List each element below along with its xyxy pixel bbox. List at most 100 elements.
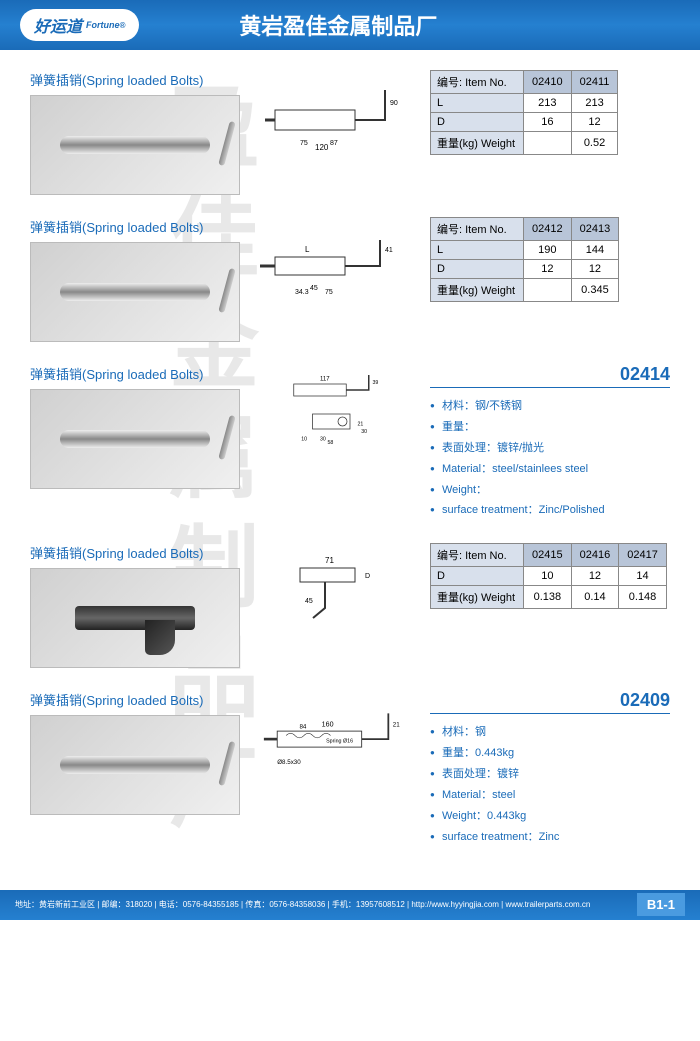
table-header: 编号: Item No.	[431, 71, 524, 94]
table-header: 02416	[571, 544, 619, 567]
logo-text: 好运道	[34, 13, 82, 37]
svg-text:87: 87	[330, 140, 338, 147]
table-cell: 16	[524, 113, 572, 132]
svg-text:41: 41	[385, 247, 393, 254]
product-section: 弹簧插销(Spring loaded Bolts) 11739103058213…	[30, 364, 670, 521]
table-header: 02411	[571, 71, 618, 94]
table-cell: 0.345	[571, 279, 619, 302]
technical-diagram: 71 D 45	[250, 543, 420, 643]
svg-text:90: 90	[390, 100, 398, 107]
product-photo	[30, 389, 240, 489]
table-cell	[524, 279, 572, 302]
svg-text:45: 45	[305, 598, 313, 605]
content: 弹簧插销(Spring loaded Bolts) 120 75 87 90 编号: …	[0, 50, 700, 890]
table-cell: 213	[524, 94, 572, 113]
footer-address: 地址：黄岩新前工业区 | 邮编：318020 | 电话：0576-8435518…	[15, 899, 590, 910]
table-cell: 190	[524, 241, 572, 260]
table-header: 02417	[619, 544, 667, 567]
spec-table: 编号: Item No.0241202413 L190144 D1212 重量(…	[430, 217, 619, 302]
table-cell: 144	[571, 241, 619, 260]
table-cell: 12	[571, 567, 619, 586]
spec-list: 材料：钢 重量：0.443kg 表面处理：镀锌 Material：steel W…	[430, 722, 670, 847]
spec-item: 材料：钢	[430, 722, 670, 743]
spec-table: 编号: Item No.024150241602417 D101214 重量(k…	[430, 543, 667, 609]
svg-text:21: 21	[358, 421, 364, 427]
spec-item: 表面处理：镀锌/抛光	[430, 438, 670, 459]
svg-text:75: 75	[300, 140, 308, 147]
spec-item: 重量：0.443kg	[430, 743, 670, 764]
spec-item: surface treatment：Zinc/Polished	[430, 500, 670, 521]
svg-text:D: D	[365, 573, 370, 580]
svg-text:71: 71	[325, 556, 334, 565]
logo: 好运道Fortune®	[20, 9, 139, 41]
svg-text:Spring Ø16: Spring Ø16	[326, 739, 353, 745]
svg-text:58: 58	[328, 440, 334, 446]
table-cell: 重量(kg) Weight	[431, 279, 524, 302]
technical-diagram: 117391030582130	[250, 364, 420, 464]
svg-text:21: 21	[393, 722, 400, 729]
table-cell: D	[431, 567, 524, 586]
spec-item: surface treatment：Zinc	[430, 827, 670, 848]
header: 好运道Fortune® 黄岩盈佳金属制品厂	[0, 0, 700, 50]
svg-text:45: 45	[310, 285, 318, 292]
table-header: 编号: Item No.	[431, 544, 524, 567]
svg-text:160: 160	[322, 721, 334, 729]
svg-text:39: 39	[373, 380, 379, 386]
table-cell: L	[431, 241, 524, 260]
spec-item: Material：steel/stainlees steel	[430, 459, 670, 480]
table-header: 02412	[524, 218, 572, 241]
table-header: 02415	[524, 544, 572, 567]
table-header: 02410	[524, 71, 572, 94]
footer: 地址：黄岩新前工业区 | 邮编：318020 | 电话：0576-8435518…	[0, 890, 700, 920]
table-cell: 213	[571, 94, 618, 113]
svg-text:30: 30	[361, 429, 367, 435]
section-title: 弹簧插销(Spring loaded Bolts)	[30, 543, 240, 562]
svg-text:120: 120	[315, 143, 329, 152]
table-cell: 0.148	[619, 586, 667, 609]
product-section: 弹簧插销(Spring loaded Bolts) 120758790 编号: …	[30, 70, 670, 195]
section-title: 弹簧插销(Spring loaded Bolts)	[30, 690, 240, 709]
table-header: 02413	[571, 218, 619, 241]
technical-diagram: 120 75 87 90	[250, 70, 420, 170]
product-photo	[30, 568, 240, 668]
spec-table: 编号: Item No.0241002411 L213213 D1612 重量(…	[430, 70, 618, 155]
svg-text:75: 75	[325, 289, 333, 296]
item-number: 02414	[430, 364, 670, 388]
table-cell: 0.52	[571, 132, 618, 155]
spec-item: 材料：钢/不锈钢	[430, 396, 670, 417]
svg-text:10: 10	[301, 436, 307, 442]
technical-diagram: L 34.345 75 41	[250, 217, 420, 317]
product-photo	[30, 242, 240, 342]
section-title: 弹簧插销(Spring loaded Bolts)	[30, 217, 240, 236]
logo-subtext: Fortune	[86, 20, 120, 30]
product-photo	[30, 95, 240, 195]
table-cell	[524, 132, 572, 155]
table-cell: 重量(kg) Weight	[431, 132, 524, 155]
table-cell: 14	[619, 567, 667, 586]
product-section: 弹簧插销(Spring loaded Bolts) L 34.345 75 41 编号…	[30, 217, 670, 342]
table-header: 编号: Item No.	[431, 218, 524, 241]
spec-item: 重量：	[430, 417, 670, 438]
table-cell: 0.14	[571, 586, 619, 609]
table-cell: D	[431, 113, 524, 132]
product-section: 弹簧插销(Spring loaded Bolts) 16084Spring Ø1…	[30, 690, 670, 847]
spec-item: Weight：	[430, 480, 670, 501]
spec-list: 材料：钢/不锈钢 重量： 表面处理：镀锌/抛光 Material：steel/s…	[430, 396, 670, 521]
item-number: 02409	[430, 690, 670, 714]
section-title: 弹簧插销(Spring loaded Bolts)	[30, 364, 240, 383]
page-number: B1-1	[637, 893, 685, 916]
svg-text:Ø8.5x30: Ø8.5x30	[277, 759, 301, 766]
table-cell: 12	[571, 113, 618, 132]
spec-item: Material：steel	[430, 785, 670, 806]
table-cell: 重量(kg) Weight	[431, 586, 524, 609]
product-photo	[30, 715, 240, 815]
table-cell: 0.138	[524, 586, 572, 609]
company-title: 黄岩盈佳金属制品厂	[239, 9, 437, 41]
spec-item: 表面处理：镀锌	[430, 764, 670, 785]
svg-text:34.3: 34.3	[295, 289, 309, 296]
table-cell: 10	[524, 567, 572, 586]
svg-text:L: L	[305, 245, 310, 254]
table-cell: 12	[571, 260, 619, 279]
table-cell: 12	[524, 260, 572, 279]
product-section: 弹簧插销(Spring loaded Bolts) 71 D 45 编号: Item…	[30, 543, 670, 668]
